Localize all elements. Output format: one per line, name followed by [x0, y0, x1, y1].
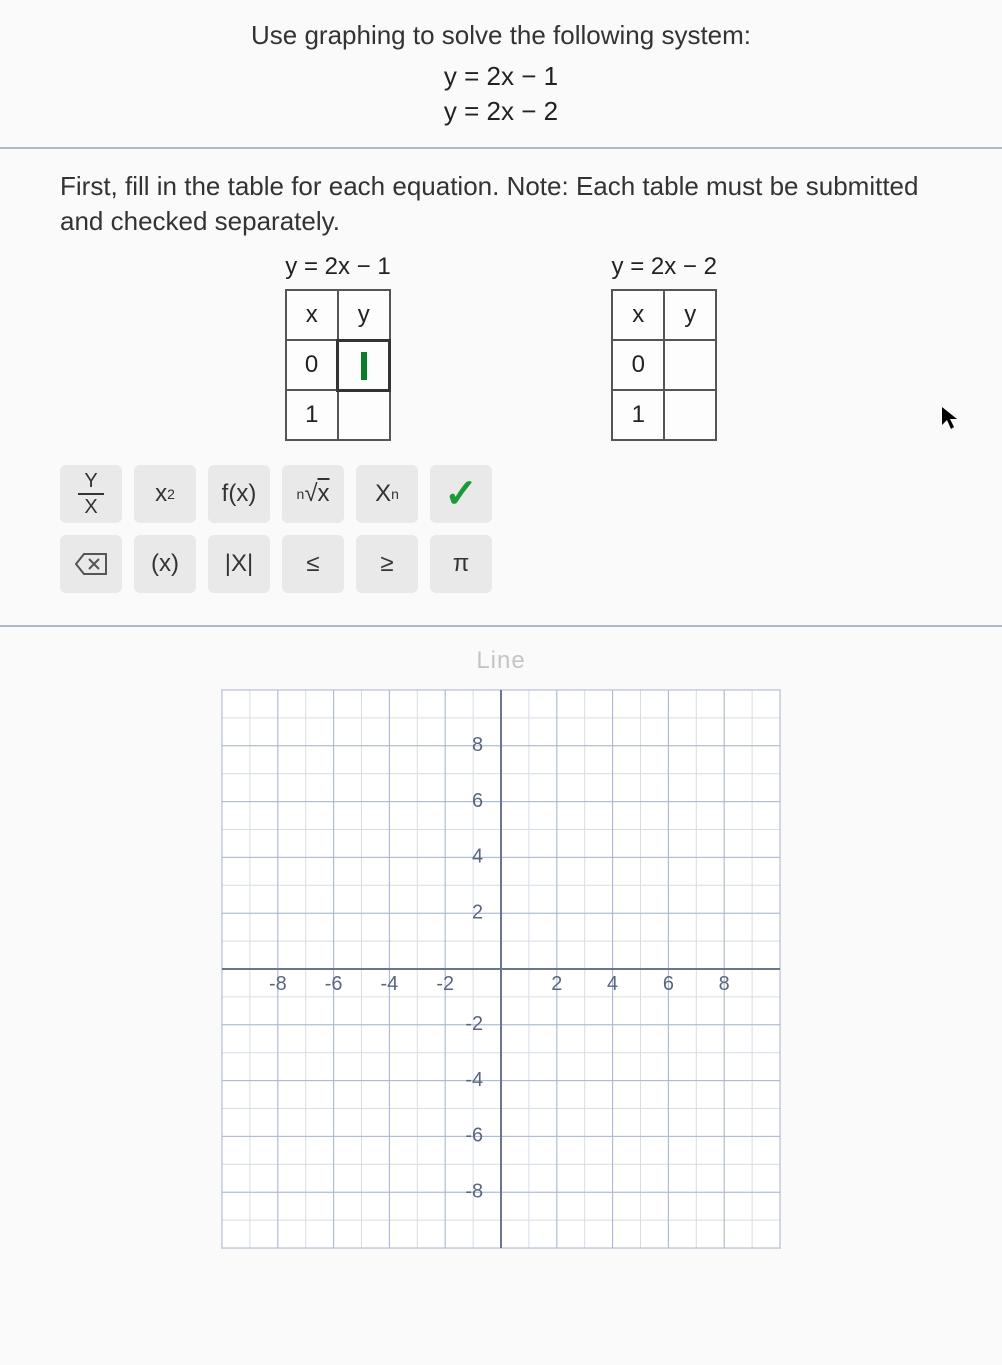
- fraction-num: Y: [78, 471, 103, 495]
- equation-1: y = 2x − 1: [60, 59, 942, 94]
- table-left-header-y: y: [338, 290, 390, 340]
- power-exp: 2: [167, 486, 175, 502]
- table-left-header-x: x: [286, 290, 338, 340]
- table-left-r0-y[interactable]: [338, 340, 390, 390]
- svg-text:2: 2: [472, 902, 483, 924]
- root-radicand: x: [317, 480, 329, 508]
- graph-tool-label[interactable]: Line: [0, 647, 1002, 675]
- check-button[interactable]: ✓: [430, 465, 492, 523]
- subscript-base: X: [375, 480, 391, 508]
- toolbar-row-2: (x) |X| ≤ ≥ π: [60, 535, 942, 593]
- table-right-grid: x y 0 1: [611, 289, 717, 441]
- greater-equal-button[interactable]: ≥: [356, 535, 418, 593]
- svg-text:-6: -6: [465, 1125, 483, 1147]
- equation-2: y = 2x − 2: [60, 94, 942, 129]
- tables-row: y = 2x − 1 x y 0 1: [60, 253, 942, 441]
- table-right-header-x: x: [612, 290, 664, 340]
- svg-text:-4: -4: [465, 1069, 483, 1091]
- table-left-r1-y[interactable]: [338, 390, 390, 440]
- delete-button[interactable]: [60, 535, 122, 593]
- svg-text:-8: -8: [269, 974, 287, 996]
- svg-text:4: 4: [607, 974, 618, 996]
- less-equal-button[interactable]: ≤: [282, 535, 344, 593]
- parentheses-button[interactable]: (x): [134, 535, 196, 593]
- root-button[interactable]: n√x: [282, 465, 344, 523]
- function-button[interactable]: f(x): [208, 465, 270, 523]
- svg-text:2: 2: [551, 974, 562, 996]
- table-left-equation: y = 2x − 1: [285, 253, 392, 281]
- svg-text:-8: -8: [465, 1181, 483, 1203]
- svg-text:-4: -4: [381, 974, 399, 996]
- absolute-value-button[interactable]: |X|: [208, 535, 270, 593]
- power-base: x: [155, 480, 167, 508]
- table-right-r0-y[interactable]: [664, 340, 716, 390]
- instruction-section: First, fill in the table for each equati…: [0, 149, 1002, 451]
- table-right-r1-y[interactable]: [664, 390, 716, 440]
- table-right-r1-x[interactable]: 1: [612, 390, 664, 440]
- pi-button[interactable]: π: [430, 535, 492, 593]
- prompt-text: Use graphing to solve the following syst…: [60, 20, 942, 51]
- table-left-r1-x[interactable]: 1: [286, 390, 338, 440]
- power-button[interactable]: x2: [134, 465, 196, 523]
- root-index: n: [297, 486, 305, 502]
- table-left: y = 2x − 1 x y 0 1: [285, 253, 392, 441]
- svg-text:4: 4: [472, 846, 483, 868]
- backspace-icon: [74, 552, 108, 576]
- table-right-header-y: y: [664, 290, 716, 340]
- math-toolbar: Y X x2 f(x) n√x Xn ✓: [0, 451, 1002, 627]
- svg-text:6: 6: [472, 790, 483, 812]
- svg-text:8: 8: [472, 734, 483, 756]
- table-left-r0-x[interactable]: 0: [286, 340, 338, 390]
- toolbar-row-1: Y X x2 f(x) n√x Xn ✓: [60, 465, 942, 523]
- subscript-button[interactable]: Xn: [356, 465, 418, 523]
- coordinate-graph[interactable]: -8 -6 -4 -2 2 4 6 8 8 6 4 2 -2 -4 -6 -8: [221, 689, 781, 1249]
- instruction-text: First, fill in the table for each equati…: [60, 169, 942, 239]
- table-right-r0-x[interactable]: 0: [612, 340, 664, 390]
- table-left-grid: x y 0 1: [285, 289, 392, 441]
- svg-text:6: 6: [663, 974, 674, 996]
- table-right-equation: y = 2x − 2: [611, 253, 717, 281]
- mouse-cursor-icon: [940, 405, 960, 438]
- svg-text:-2: -2: [436, 974, 454, 996]
- svg-text:8: 8: [719, 974, 730, 996]
- graph-section: Line -8 -6 -4 -2 2 4 6 8 8 6 4 2 -2 -4 -6 -8: [0, 627, 1002, 1365]
- table-right: y = 2x − 2 x y 0 1: [611, 253, 717, 441]
- svg-text:-6: -6: [325, 974, 343, 996]
- fraction-den: X: [84, 495, 97, 517]
- svg-text:-2: -2: [465, 1013, 483, 1035]
- subscript-sub: n: [391, 486, 399, 502]
- text-cursor: [361, 352, 367, 380]
- fraction-button[interactable]: Y X: [60, 465, 122, 523]
- prompt-section: Use graphing to solve the following syst…: [0, 0, 1002, 149]
